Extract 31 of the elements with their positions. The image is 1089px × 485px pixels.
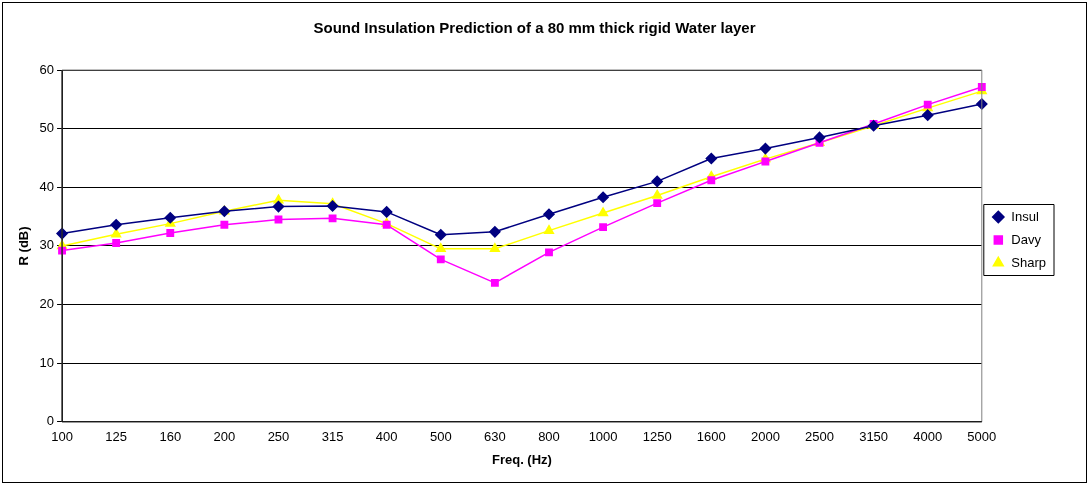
legend-label: Insul	[1011, 208, 1039, 224]
y-tick-label: 20	[39, 296, 55, 312]
y-tick-label: 30	[39, 237, 55, 253]
x-tick-label: 400	[375, 429, 398, 445]
x-tick-label: 4000	[913, 429, 943, 445]
y-axis-title: R (dB)	[16, 226, 32, 266]
legend-label: Davy	[1011, 231, 1042, 247]
y-tick-label: 60	[39, 61, 55, 77]
x-tick-label: 125	[105, 429, 128, 445]
y-tick-label: 40	[39, 178, 55, 194]
x-tick-label: 630	[484, 429, 506, 445]
x-tick-label: 1250	[642, 429, 672, 445]
x-tick-label: 2500	[805, 429, 834, 445]
x-tick-label: 100	[51, 429, 73, 445]
chart-title: Sound Insulation Prediction of a 80 mm thick rigid Water layer	[313, 19, 756, 37]
x-axis-title: Freq. (Hz)	[491, 451, 552, 467]
x-tick-label: 500	[429, 429, 452, 445]
x-tick-label: 250	[267, 429, 290, 445]
x-tick-label: 2000	[750, 429, 780, 445]
x-tick-label: 5000	[967, 429, 997, 445]
legend-label: Sharp	[1011, 254, 1047, 270]
x-tick-label: 160	[159, 429, 182, 445]
y-tick-label: 10	[39, 354, 55, 370]
y-tick-label: 50	[39, 120, 55, 136]
x-tick-label: 3150	[859, 429, 889, 445]
x-tick-label: 200	[213, 429, 236, 445]
y-tick-label: 0	[46, 413, 55, 429]
x-tick-label: 315	[321, 429, 344, 445]
x-tick-label: 800	[538, 429, 560, 445]
x-tick-label: 1000	[588, 429, 618, 445]
x-tick-label: 1600	[696, 429, 726, 445]
